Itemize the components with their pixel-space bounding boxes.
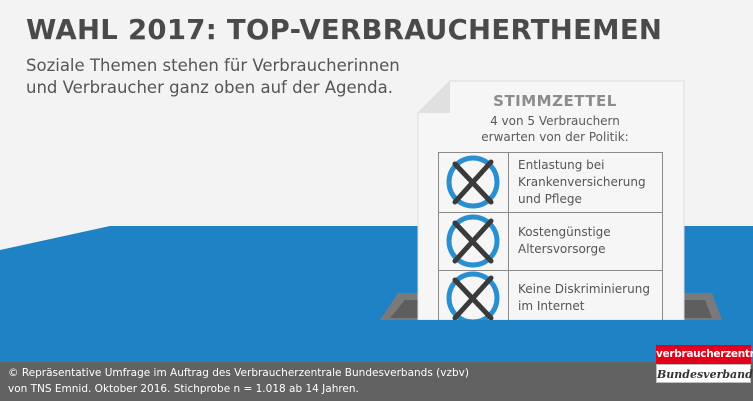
logo-wordmark: verbraucherzentrale <box>656 345 753 364</box>
footer: © Repräsentative Umfrage im Auftrag des … <box>0 362 753 401</box>
ballot-title: STIMMZETTEL <box>493 92 617 110</box>
source-line-2: von TNS Emnid. Oktober 2016. Stichprobe … <box>8 383 359 395</box>
source-line-1: © Repräsentative Umfrage im Auftrag des … <box>8 367 469 379</box>
page-subtitle: Soziale Themen stehen für Verbraucherinn… <box>26 55 400 99</box>
ballot-mark-2 <box>446 214 500 268</box>
ballot-mark-1 <box>446 155 500 209</box>
ballot-item-3: Keine Diskriminierung im Internet <box>518 281 650 315</box>
page-title: WAHL 2017: TOP-VERBRAUCHERTHEMEN <box>26 14 663 46</box>
ballot-item-2-line-2: Altersvorsorge <box>518 242 606 256</box>
ballot-item-1-line-2: Krankenversicherung <box>518 175 646 189</box>
source-note: © Repräsentative Umfrage im Auftrag des … <box>8 365 469 397</box>
ballot-item-2-line-1: Kostengünstige <box>518 225 611 239</box>
ballot-item-2: Kostengünstige Altersvorsorge <box>518 224 611 258</box>
vzbv-logo: verbraucherzentrale Bundesverband <box>656 345 753 383</box>
ballot-item-1-line-3: und Pflege <box>518 192 582 206</box>
subtitle-line-2: und Verbraucher ganz oben auf der Agenda… <box>26 78 393 97</box>
ballot-intro: 4 von 5 Verbrauchern erwarten von der Po… <box>430 113 680 145</box>
logo-subline: Bundesverband <box>656 364 753 383</box>
ballot-item-3-line-2: im Internet <box>518 299 585 313</box>
ballot-intro-line-1: 4 von 5 Verbrauchern <box>490 114 620 128</box>
ballot-item-1: Entlastung bei Krankenversicherung und P… <box>518 157 646 208</box>
ballot-intro-line-2: erwarten von der Politik: <box>481 130 629 144</box>
ballot-item-3-line-1: Keine Diskriminierung <box>518 282 650 296</box>
subtitle-line-1: Soziale Themen stehen für Verbraucherinn… <box>26 56 400 75</box>
ballot-item-1-line-1: Entlastung bei <box>518 158 605 172</box>
